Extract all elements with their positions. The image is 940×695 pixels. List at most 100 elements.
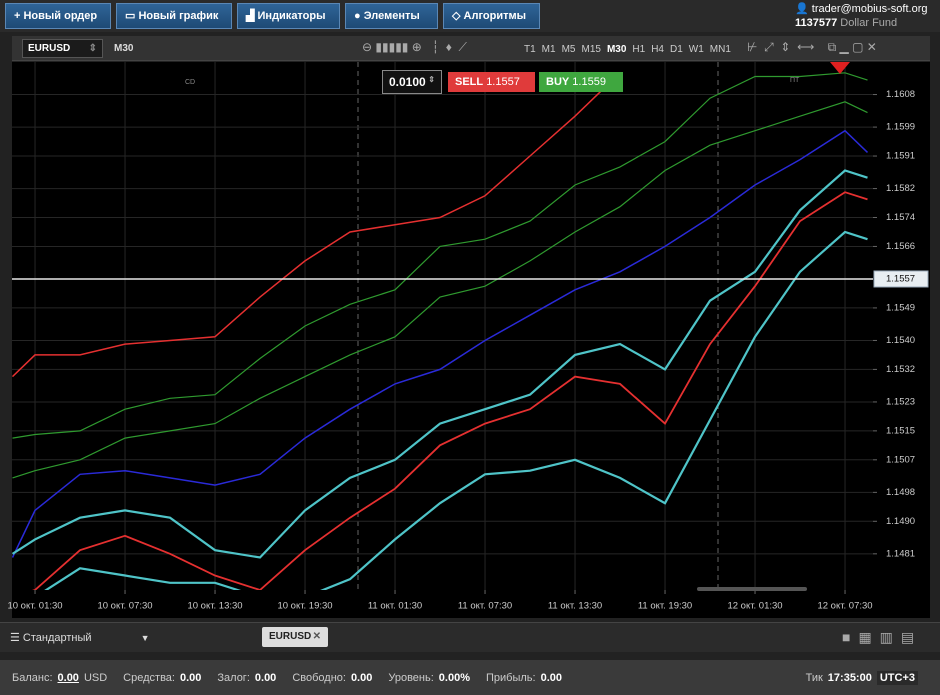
window-controls[interactable]: ⊬ ⤢ ⇕ ⟷ ⧉ ▁ ▢ ✕ — [747, 40, 877, 54]
timezone[interactable]: UTC+3 — [876, 670, 918, 685]
time-axis — [12, 590, 930, 618]
account-id: 1137577 — [795, 17, 838, 29]
sell-arrow — [830, 62, 850, 74]
x-tick-label: 11 окт. 13:30 — [548, 601, 602, 612]
layout-select[interactable]: ☰ Стандартный ▼ — [10, 632, 150, 644]
indicator-line — [32, 191, 868, 590]
timeframe-button[interactable]: H1 — [632, 44, 646, 55]
indicator-line — [12, 169, 868, 559]
lot: 0.0100 — [389, 75, 426, 89]
y-tick-label: 1.1591 — [886, 151, 915, 162]
timeframe-button[interactable]: D1 — [669, 44, 683, 55]
y-tick-label: 1.1532 — [886, 364, 915, 375]
status-label: Залог: — [217, 671, 250, 684]
timeframe-button[interactable]: W1 — [688, 44, 704, 55]
symbol: EURUSD — [28, 43, 71, 54]
indicator-line — [12, 72, 621, 378]
y-tick-label: 1.1481 — [886, 548, 915, 559]
account-email[interactable]: 👤 trader@mobius-soft.org — [795, 3, 928, 15]
y-tick-label: 1.1549 — [886, 302, 915, 313]
buy-label: BUY — [546, 76, 570, 88]
status-item: Прибыль: 0.00 — [486, 672, 562, 684]
y-tick-label: 1.1574 — [886, 212, 915, 223]
x-tick-label: 11 окт. 19:30 — [638, 601, 692, 612]
y-tick-label: 1.1498 — [886, 487, 915, 498]
top-toolbar: + Новый ордер ▭ Новый график ▟ Индикатор… — [0, 0, 940, 32]
indicator-line — [44, 230, 868, 590]
y-tick-label: 1.1582 — [886, 183, 915, 194]
indicator-line — [12, 72, 868, 439]
timeframe-button[interactable]: H4 — [651, 44, 664, 55]
chart-tab[interactable]: EURUSD ✕ — [262, 627, 328, 647]
elements-button[interactable]: ● Элементы — [345, 3, 438, 29]
indicators-button[interactable]: ▟ Индикаторы — [237, 3, 340, 29]
timeframe-button[interactable]: T1 — [524, 44, 536, 55]
indicator-line — [12, 129, 869, 558]
x-tick-label: 10 окт. 13:30 — [187, 601, 242, 612]
status-label: Прибыль: — [486, 671, 536, 684]
chart-header: EURUSD ⇕ M30 ⊖ ▮▮▮▮▮ ⊕ ┆ ♦ ⟋ T1 M1 M5 M15 M30… — [12, 36, 930, 61]
status-value: 0.00 — [350, 671, 373, 684]
status-bar: Баланс: 0.00 USD Средства: 0.00 Залог: 0.00 Сво… — [0, 660, 940, 695]
email: trader@mobius-soft.org — [811, 3, 928, 15]
timeframe-button[interactable]: M5 — [561, 44, 576, 55]
y-tick-label: 1.1608 — [886, 89, 915, 100]
x-tick-label: 10 окт. 07:30 — [97, 601, 152, 612]
layout-buttons[interactable]: ■▦▥▤ — [842, 629, 923, 645]
label: Новый график — [138, 10, 219, 22]
status-label: Уровень: — [388, 671, 434, 684]
status-item: Средства: 0.00 — [123, 672, 201, 684]
status-item: Баланс: 0.00 USD — [12, 672, 107, 684]
symbol-select[interactable]: EURUSD ⇕ — [22, 39, 103, 58]
x-tick-label: 12 окт. 07:30 — [817, 601, 872, 612]
time: 17:35:00 — [827, 671, 872, 684]
timeframe-button[interactable]: M30 — [606, 44, 627, 55]
layout: Стандартный — [22, 632, 92, 644]
sell-price: 1.1557 — [486, 76, 520, 88]
account-name: Dollar Fund — [840, 17, 898, 29]
status-value: 0.00% — [438, 671, 470, 684]
status-item: Уровень: 0.00% — [388, 672, 470, 684]
tab-label: EURUSD — [269, 631, 312, 642]
x-tick-label: 10 окт. 19:30 — [277, 601, 332, 612]
y-tick-label: 1.1515 — [886, 425, 915, 436]
buy-button[interactable]: BUY 1.1559 — [539, 72, 623, 92]
timeframe: M30 — [114, 43, 134, 54]
x-tick-label: 11 окт. 07:30 — [458, 601, 512, 612]
sell-button[interactable]: SELL 1.1557 — [448, 72, 535, 92]
timeframe-button[interactable]: M1 — [541, 44, 556, 55]
label: Элементы — [363, 10, 420, 22]
y-tick-label: 1.1566 — [886, 241, 915, 252]
status-item: Свободно: 0.00 — [292, 672, 372, 684]
zoom-controls[interactable]: ⊖ ▮▮▮▮▮ ⊕ ┆ ♦ ⟋ — [362, 40, 467, 54]
lot-input[interactable]: 0.0100 ⇕ — [382, 70, 442, 94]
algorithms-button[interactable]: ◇ Алгоритмы — [443, 3, 540, 29]
status-label: Средства: — [123, 671, 175, 684]
x-tick-label: 12 окт. 01:30 — [727, 601, 782, 612]
new-order-button[interactable]: + Новый ордер — [5, 3, 111, 29]
y-tick-label: 1.1523 — [886, 396, 915, 407]
scrollbar[interactable] — [697, 587, 807, 591]
chart: 1.1608 1.1599 1.1591 1.1582 1.1574 1.1566 1.15… — [7, 62, 930, 618]
bottom-panel: ☰ Стандартный ▼ EURUSD ✕ ■▦▥▤ — [0, 622, 940, 652]
status-label: Свободно: — [292, 671, 346, 684]
status-value: 0.00 — [254, 671, 277, 684]
timeframe-button[interactable]: M15 — [581, 44, 601, 55]
sell-label: SELL — [455, 76, 484, 88]
status-label: Баланс: — [12, 671, 53, 684]
timeframe-button[interactable]: MN1 — [709, 44, 731, 55]
new-chart-button[interactable]: ▭ Новый график — [116, 3, 232, 29]
buy-price: 1.1559 — [572, 76, 606, 88]
y-tick-label: 1.1540 — [886, 335, 915, 346]
status-unit: USD — [83, 671, 108, 684]
label: Индикаторы — [257, 10, 326, 22]
account-info: 1137577 Dollar Fund — [795, 17, 897, 29]
status-item: Залог: 0.00 — [217, 672, 276, 684]
current-price-box — [873, 270, 929, 288]
y-tick-label: 1.1507 — [886, 454, 915, 465]
x-tick-label: 11 окт. 01:30 — [368, 601, 422, 612]
clock: Тик 17:35:00 UTC+3 — [806, 670, 918, 685]
current-price-label: 1.1557 — [886, 274, 915, 285]
marker-label: ПТ — [790, 77, 800, 84]
